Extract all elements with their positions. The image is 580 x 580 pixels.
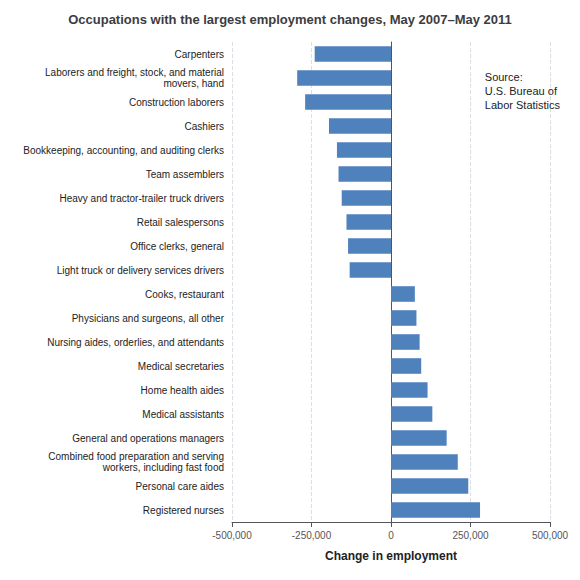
svg-text:Carpenters: Carpenters (175, 49, 224, 60)
svg-text:Bookkeeping, accounting, and a: Bookkeeping, accounting, and auditing cl… (23, 145, 224, 156)
svg-text:Medical secretaries: Medical secretaries (138, 361, 224, 372)
svg-text:-500,000: -500,000 (212, 530, 252, 541)
svg-text:Home health aides: Home health aides (141, 385, 224, 396)
svg-text:Physicians and surgeons, all o: Physicians and surgeons, all other (72, 313, 225, 324)
svg-text:Construction laborers: Construction laborers (129, 97, 224, 108)
svg-text:Office clerks, general: Office clerks, general (130, 241, 224, 252)
svg-text:0: 0 (388, 530, 394, 541)
svg-text:Change in employment: Change in employment (325, 549, 457, 563)
svg-text:Combined food preparation and: Combined food preparation and serving (48, 451, 224, 462)
svg-text:Laborers and freight, stock, a: Laborers and freight, stock, and materia… (45, 67, 224, 78)
svg-text:Medical assistants: Medical assistants (142, 409, 224, 420)
svg-text:-250,000: -250,000 (292, 530, 332, 541)
svg-text:workers, including fast food: workers, including fast food (102, 462, 224, 473)
svg-text:movers, hand: movers, hand (163, 78, 224, 89)
svg-text:General and operations manager: General and operations managers (72, 433, 224, 444)
svg-text:Light truck or delivery servic: Light truck or delivery services drivers (57, 265, 224, 276)
svg-text:250,000: 250,000 (452, 530, 489, 541)
svg-text:Team assemblers: Team assemblers (146, 169, 224, 180)
svg-text:Retail salespersons: Retail salespersons (137, 217, 224, 228)
svg-text:500,000: 500,000 (532, 530, 569, 541)
svg-text:Heavy and tractor-trailer truc: Heavy and tractor-trailer truck drivers (60, 193, 225, 204)
svg-text:Occupations with the largest e: Occupations with the largest employment … (68, 12, 512, 27)
svg-text:Cooks, restaurant: Cooks, restaurant (145, 289, 224, 300)
svg-text:Cashiers: Cashiers (185, 121, 224, 132)
svg-text:Nursing aides, orderlies, and: Nursing aides, orderlies, and attendants (47, 337, 224, 348)
svg-text:Labor Statistics: Labor Statistics (485, 99, 561, 111)
svg-text:Personal care aides: Personal care aides (136, 481, 224, 492)
svg-text:U.S. Bureau of: U.S. Bureau of (485, 85, 558, 97)
svg-text:Registered nurses: Registered nurses (143, 505, 224, 516)
svg-text:Source:: Source: (485, 71, 523, 83)
